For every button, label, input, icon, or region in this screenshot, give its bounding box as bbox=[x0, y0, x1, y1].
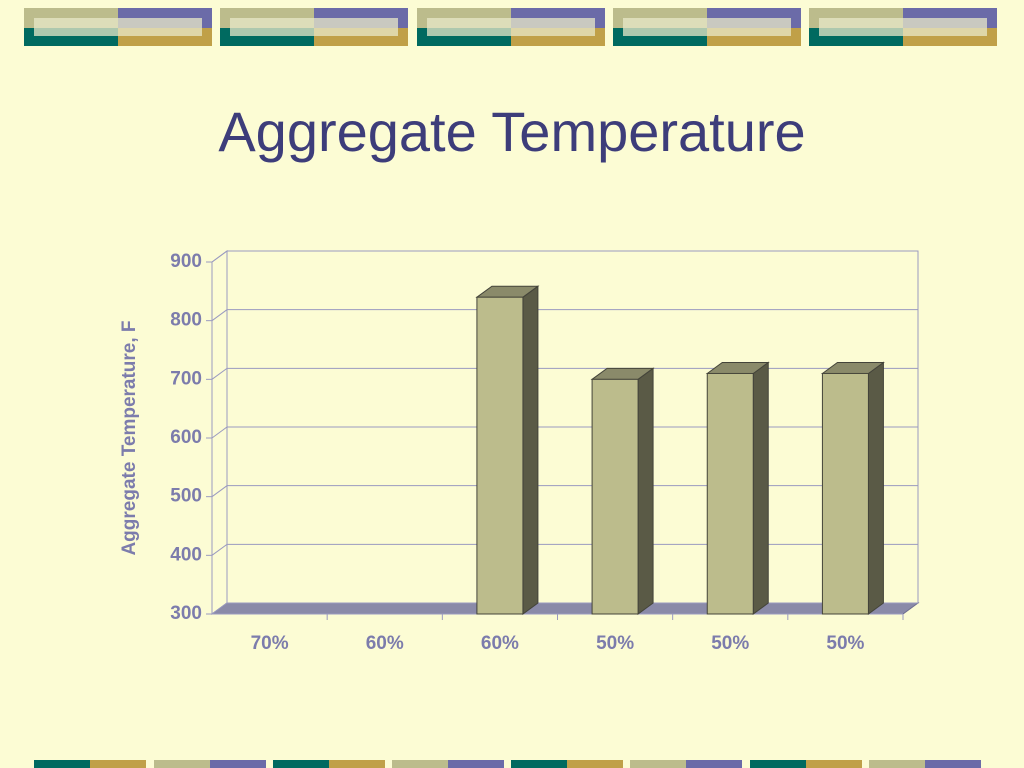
y-tick-label: 800 bbox=[170, 310, 202, 331]
bar-side bbox=[867, 361, 884, 615]
deco-block bbox=[567, 760, 623, 768]
y-tick-label: 600 bbox=[170, 427, 202, 448]
deco-block bbox=[511, 760, 567, 768]
bar bbox=[476, 296, 524, 615]
x-tick-label: 50% bbox=[596, 633, 634, 654]
bar bbox=[591, 378, 639, 615]
deco-block bbox=[806, 760, 862, 768]
bar-side bbox=[637, 367, 654, 615]
grid-line bbox=[211, 250, 918, 263]
chart-title: Aggregate Temperature bbox=[218, 100, 805, 163]
deco-block bbox=[819, 18, 987, 36]
deco-block bbox=[448, 760, 504, 768]
deco-block bbox=[630, 760, 686, 768]
bar bbox=[706, 372, 754, 615]
grid-line bbox=[211, 485, 918, 498]
deco-block bbox=[869, 760, 925, 768]
x-tick-label: 60% bbox=[481, 633, 519, 654]
decoration bbox=[24, 8, 997, 768]
grid-line bbox=[211, 543, 918, 556]
deco-block bbox=[273, 760, 329, 768]
bar-side bbox=[752, 361, 769, 615]
deco-block bbox=[750, 760, 806, 768]
grid-line bbox=[211, 602, 918, 615]
y-tick-label: 400 bbox=[170, 544, 202, 565]
deco-block bbox=[154, 760, 210, 768]
x-tick-label: 50% bbox=[711, 633, 749, 654]
floor bbox=[210, 602, 920, 615]
deco-block bbox=[392, 760, 448, 768]
bar bbox=[821, 372, 869, 615]
y-tick-label: 700 bbox=[170, 368, 202, 389]
y-axis-label: Aggregate Temperature, F bbox=[119, 320, 140, 555]
deco-block bbox=[623, 18, 791, 36]
y-tick-label: 500 bbox=[170, 486, 202, 507]
deco-block bbox=[34, 760, 90, 768]
deco-block bbox=[230, 18, 398, 36]
x-tick-label: 70% bbox=[251, 633, 289, 654]
deco-block bbox=[90, 760, 146, 768]
y-tick-label: 900 bbox=[170, 251, 202, 272]
x-tick-label: 50% bbox=[826, 633, 864, 654]
x-tick-label: 60% bbox=[366, 633, 404, 654]
deco-block bbox=[686, 760, 742, 768]
deco-block bbox=[925, 760, 981, 768]
grid-line bbox=[211, 309, 918, 322]
deco-block bbox=[210, 760, 266, 768]
y-tick-label: 300 bbox=[170, 603, 202, 624]
grid-line bbox=[211, 367, 918, 380]
deco-block bbox=[427, 18, 595, 36]
deco-block bbox=[34, 18, 202, 36]
grid-line bbox=[211, 426, 918, 439]
bar-side bbox=[522, 285, 539, 615]
deco-block bbox=[329, 760, 385, 768]
